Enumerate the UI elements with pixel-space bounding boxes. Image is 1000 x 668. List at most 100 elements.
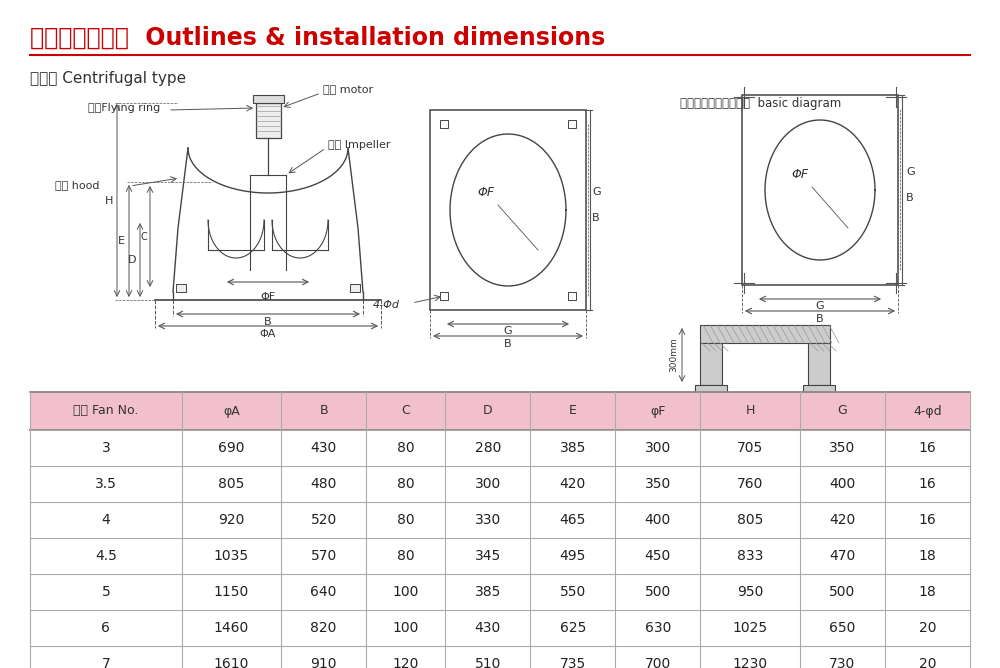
Text: G: G [816, 301, 824, 311]
Text: D: D [483, 405, 493, 418]
Text: 625: 625 [560, 621, 586, 635]
Text: 电机 motor: 电机 motor [323, 85, 373, 95]
Text: 735: 735 [560, 657, 586, 668]
Text: 420: 420 [829, 513, 856, 527]
Text: 330: 330 [475, 513, 501, 527]
Bar [568, 292, 576, 300]
Text: 300: 300 [645, 441, 671, 455]
Text: B: B [816, 314, 824, 324]
Bar [30, 502, 970, 538]
Text: 350: 350 [829, 441, 856, 455]
Text: 4: 4 [101, 513, 110, 527]
Text: 805: 805 [737, 513, 763, 527]
Text: 1460: 1460 [214, 621, 249, 635]
Text: G: G [838, 405, 847, 418]
Text: 离心式 Centrifugal type: 离心式 Centrifugal type [30, 71, 186, 86]
Text: 4-Φd: 4-Φd [373, 300, 400, 310]
Text: 470: 470 [829, 549, 856, 563]
Text: 730: 730 [829, 657, 856, 668]
Text: 1610: 1610 [214, 657, 249, 668]
Text: B: B [906, 193, 914, 203]
Bar [803, 385, 835, 395]
Text: B: B [592, 213, 600, 223]
Text: 1025: 1025 [733, 621, 768, 635]
Text: 120: 120 [393, 657, 419, 668]
Bar [440, 120, 448, 128]
Text: B: B [504, 339, 512, 349]
Text: 1230: 1230 [733, 657, 768, 668]
Bar [568, 120, 576, 128]
Text: 495: 495 [560, 549, 586, 563]
Bar [30, 466, 970, 502]
Text: ΦF: ΦF [260, 292, 276, 302]
Text: 20: 20 [919, 657, 936, 668]
Text: 18: 18 [919, 585, 936, 599]
Bar [30, 610, 970, 646]
Text: 510: 510 [475, 657, 501, 668]
Text: 910: 910 [310, 657, 337, 668]
Text: 离心式屋顶风机基础图  basic diagram: 离心式屋顶风机基础图 basic diagram [680, 96, 841, 110]
Text: 外形及安装尺寸  Outlines & installation dimensions: 外形及安装尺寸 Outlines & installation dimensio… [30, 26, 605, 50]
Text: 430: 430 [475, 621, 501, 635]
Text: 叶轮 Impeller: 叶轮 Impeller [328, 140, 390, 150]
Text: 450: 450 [645, 549, 671, 563]
Text: D: D [128, 255, 136, 265]
Text: E: E [118, 236, 125, 246]
Text: 805: 805 [218, 477, 245, 491]
Text: 300: 300 [475, 477, 501, 491]
Text: 345: 345 [475, 549, 501, 563]
Text: 500: 500 [829, 585, 856, 599]
Text: 吊环Flying ring: 吊环Flying ring [88, 103, 160, 113]
Text: 385: 385 [560, 441, 586, 455]
Text: 80: 80 [397, 441, 415, 455]
Text: C: C [401, 405, 410, 418]
Bar [350, 284, 360, 292]
Text: φA: φA [223, 405, 240, 418]
Text: 280: 280 [475, 441, 501, 455]
Text: 20: 20 [919, 621, 936, 635]
Text: 700: 700 [645, 657, 671, 668]
Text: φF: φF [650, 405, 666, 418]
Text: E: E [569, 405, 577, 418]
Text: G: G [504, 326, 512, 336]
Bar [252, 95, 284, 103]
Text: ΦA: ΦA [260, 329, 276, 339]
Text: 4.5: 4.5 [95, 549, 117, 563]
Bar [176, 284, 186, 292]
Bar [700, 325, 830, 343]
Text: 400: 400 [829, 477, 856, 491]
Text: 300mm: 300mm [669, 337, 678, 372]
Text: 风帽 hood: 风帽 hood [55, 180, 100, 190]
Text: 833: 833 [737, 549, 763, 563]
Text: 570: 570 [311, 549, 337, 563]
Text: 5: 5 [101, 585, 110, 599]
Text: 6: 6 [101, 621, 110, 635]
Text: 16: 16 [919, 513, 936, 527]
Text: 400: 400 [645, 513, 671, 527]
Text: B: B [264, 317, 272, 327]
Text: 520: 520 [311, 513, 337, 527]
Bar [700, 343, 722, 385]
Text: G: G [906, 167, 915, 177]
Text: 480: 480 [310, 477, 337, 491]
Bar [30, 646, 970, 668]
Text: 920: 920 [218, 513, 245, 527]
Text: 100: 100 [393, 585, 419, 599]
Text: 16: 16 [919, 477, 936, 491]
Text: 3.5: 3.5 [95, 477, 117, 491]
Text: 760: 760 [737, 477, 763, 491]
Text: G: G [592, 187, 601, 197]
Bar [440, 292, 448, 300]
Text: C: C [140, 232, 147, 242]
Bar [742, 95, 898, 285]
Bar [695, 385, 727, 395]
Bar [30, 538, 970, 574]
Text: 3: 3 [101, 441, 110, 455]
Text: 16: 16 [919, 441, 936, 455]
Bar [808, 343, 830, 385]
Text: H: H [745, 405, 755, 418]
Text: 820: 820 [310, 621, 337, 635]
Text: 4-φd: 4-φd [913, 405, 942, 418]
Text: 465: 465 [560, 513, 586, 527]
Bar [30, 430, 970, 466]
